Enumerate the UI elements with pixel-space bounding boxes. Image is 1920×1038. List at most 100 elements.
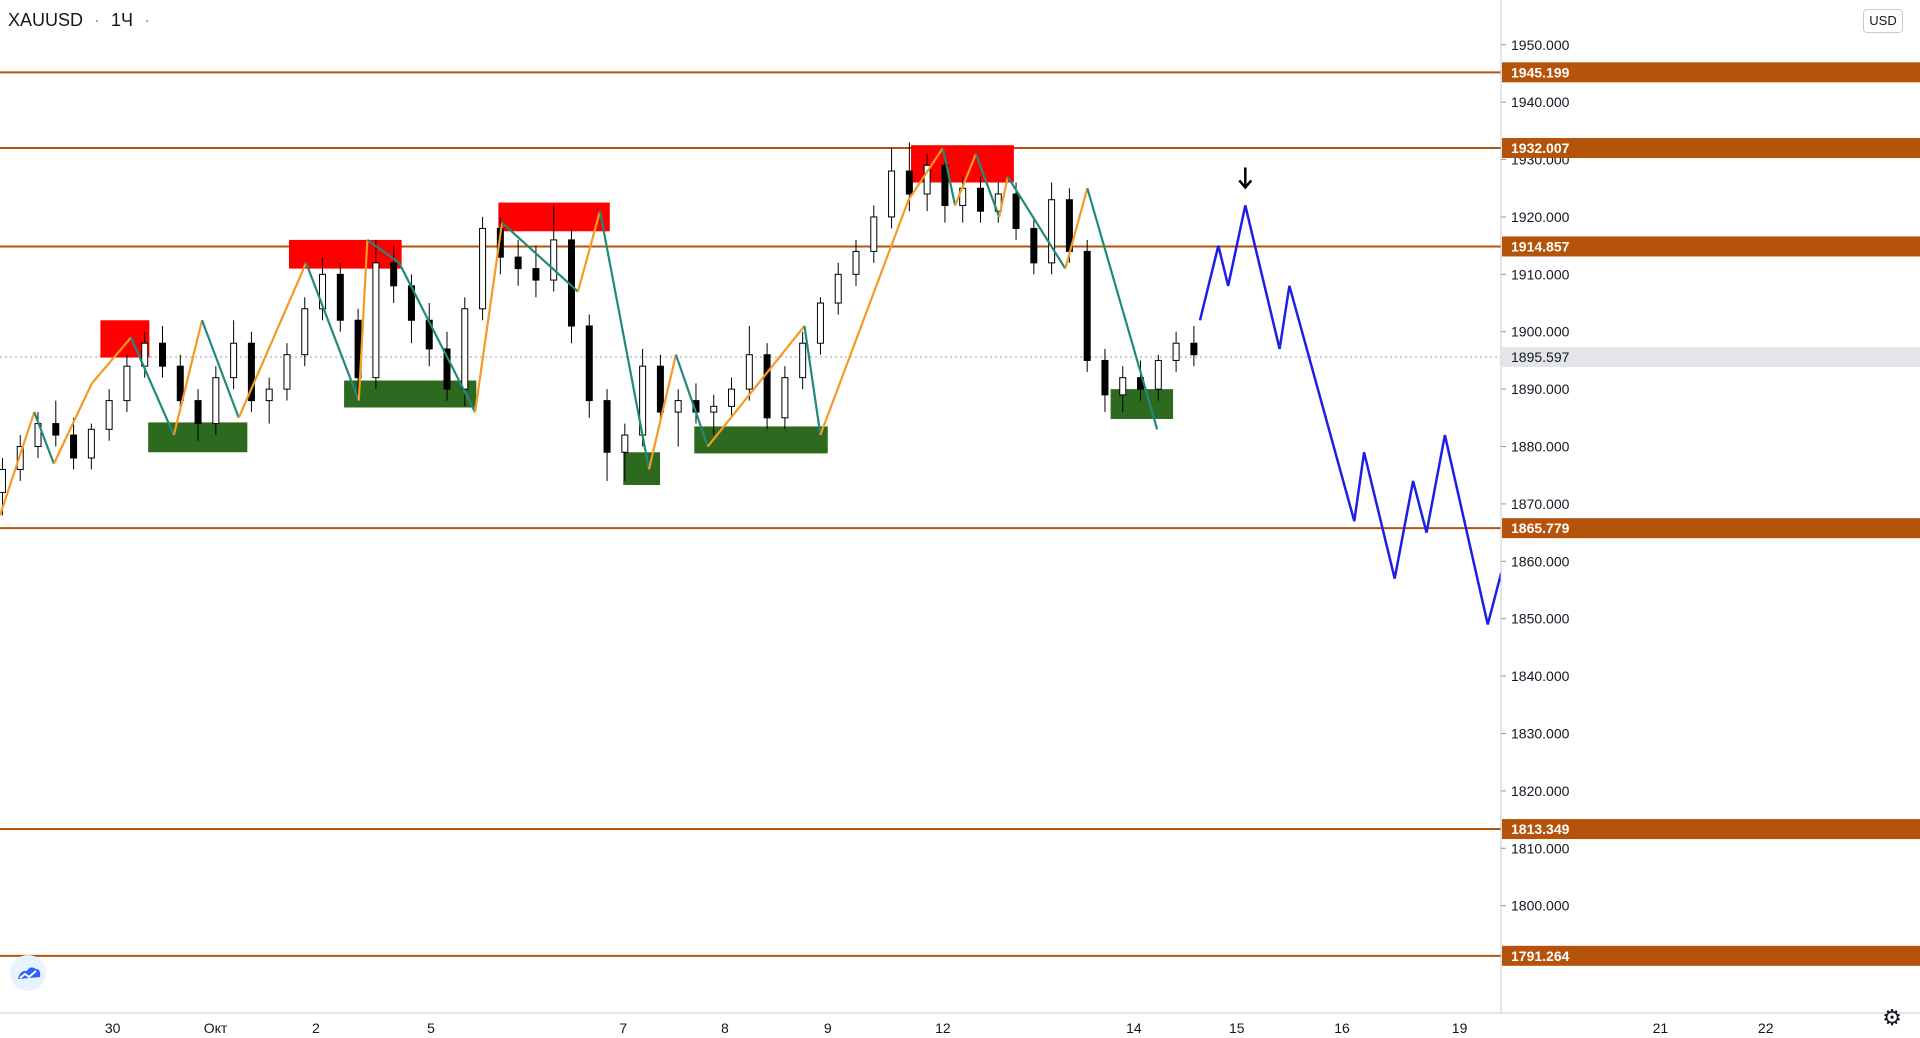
candle-body <box>674 400 682 413</box>
candle-body <box>194 400 202 425</box>
supply-zone <box>288 239 402 269</box>
x-tick-label: 12 <box>935 1020 951 1036</box>
candle-body <box>105 400 113 430</box>
current-price-tag-label: 1895.597 <box>1511 349 1570 365</box>
level-price-tag-label: 1865.779 <box>1511 520 1570 536</box>
candle-body <box>265 388 273 402</box>
candle-body <box>1048 199 1056 264</box>
trailing-dot: · <box>144 10 151 30</box>
zigzag-segment <box>907 147 944 201</box>
candle-body <box>976 187 984 212</box>
candle-body <box>621 434 629 453</box>
candle-body <box>1154 359 1162 390</box>
price-axis: 1950.0001940.0001930.0001920.0001910.000… <box>1500 0 1920 1038</box>
candle-body <box>176 365 184 402</box>
tradingview-logo-icon[interactable] <box>10 955 46 991</box>
symbol-name[interactable]: XAUUSD <box>8 10 84 30</box>
demand-zone <box>344 380 477 408</box>
zigzag-segment <box>305 262 360 402</box>
time-axis: 30 Окт 2 5 7 8 9 12 14 15 16 19 21 22 <box>0 1012 1920 1036</box>
candle-body <box>372 262 380 379</box>
current-price-tag <box>1502 347 1920 368</box>
candle-body <box>1190 342 1198 356</box>
candle-body <box>16 446 24 470</box>
y-tick-label: 1900.000 <box>1511 324 1570 340</box>
candle-body <box>1083 250 1091 361</box>
zigzag-segment <box>52 382 93 465</box>
zigzag-segment <box>819 199 910 436</box>
zigzag-segment <box>130 337 175 436</box>
zigzag-segment <box>398 262 477 413</box>
y-tick-label: 1940.000 <box>1511 94 1570 110</box>
x-tick-label: 7 <box>619 1020 627 1036</box>
zigzag-segment <box>941 147 957 206</box>
candle-body <box>1012 193 1020 229</box>
symbol-header: XAUUSD · 1Ч · <box>8 10 156 31</box>
zigzag-segment <box>674 354 709 447</box>
x-tick-label: 16 <box>1334 1020 1350 1036</box>
zigzag-lines <box>0 147 1159 516</box>
candle-body <box>461 308 469 390</box>
zigzag-segment <box>974 153 1001 218</box>
candle-body <box>1119 377 1127 396</box>
candle-body <box>745 354 753 390</box>
zigzag-segment <box>501 221 579 293</box>
candle-body <box>585 325 593 402</box>
y-tick-label: 1950.000 <box>1511 37 1570 53</box>
y-tick-label: 1880.000 <box>1511 439 1570 455</box>
candle-body <box>301 308 309 356</box>
level-price-tag <box>1502 819 1920 840</box>
candle-body <box>728 388 736 407</box>
candle-body <box>852 250 860 275</box>
zigzag-segment <box>1006 176 1067 270</box>
y-tick-label: 1850.000 <box>1511 611 1570 627</box>
candlesticks <box>0 142 1198 516</box>
zigzag-segment <box>91 336 132 385</box>
candle-body <box>230 342 238 379</box>
zigzag-segment <box>998 176 1009 218</box>
zigzag-segment <box>357 239 369 401</box>
y-tick-label: 1870.000 <box>1511 496 1570 512</box>
candle-body <box>870 216 878 252</box>
x-tick-label: 2 <box>312 1020 320 1036</box>
candle-body <box>283 354 291 390</box>
candle-body <box>0 468 6 493</box>
level-price-tag-label: 1932.007 <box>1511 140 1570 156</box>
x-tick-label: 22 <box>1758 1020 1774 1036</box>
y-tick-label: 1840.000 <box>1511 668 1570 684</box>
candle-body <box>710 405 718 413</box>
candle-body <box>763 354 771 419</box>
x-tick-label: 21 <box>1653 1020 1669 1036</box>
interval[interactable]: 1Ч <box>111 10 134 30</box>
candle-body <box>479 227 487 310</box>
candle-body <box>514 256 522 270</box>
level-price-tag <box>1502 138 1920 159</box>
currency-button[interactable]: USD <box>1863 9 1903 33</box>
candle-body <box>656 365 664 413</box>
zigzag-segment <box>237 262 308 419</box>
level-price-tag <box>1502 236 1920 257</box>
y-tick-label: 1920.000 <box>1511 209 1570 225</box>
candle-body <box>336 273 344 321</box>
zigzag-segment <box>1086 187 1159 430</box>
y-tick-label: 1810.000 <box>1511 840 1570 856</box>
x-tick-label: 15 <box>1229 1020 1245 1036</box>
level-price-tag <box>1502 518 1920 539</box>
candle-body <box>87 428 95 459</box>
x-tick-label: 19 <box>1452 1020 1468 1036</box>
zigzag-segment <box>172 319 204 436</box>
zigzag-segment <box>598 211 651 470</box>
y-tick-label: 1910.000 <box>1511 266 1570 282</box>
candle-body <box>443 348 451 390</box>
settings-gear-icon[interactable]: ⚙ <box>1882 1005 1902 1030</box>
zigzag-segment <box>201 319 240 419</box>
zigzag-segment <box>366 239 400 264</box>
level-price-tag-label: 1813.349 <box>1511 821 1570 837</box>
candle-body <box>923 164 931 195</box>
zigzag-segment <box>576 210 602 292</box>
y-tick-label: 1890.000 <box>1511 381 1570 397</box>
candle-body <box>1030 227 1038 264</box>
candle-body <box>390 262 398 287</box>
demand-zone <box>694 426 828 454</box>
